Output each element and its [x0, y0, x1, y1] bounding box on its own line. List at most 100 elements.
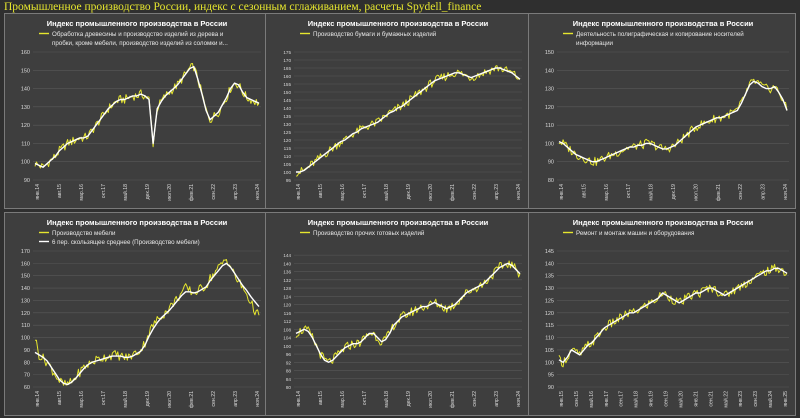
y-tick-label: 120	[21, 311, 30, 317]
x-tick-label: фев.21	[189, 184, 195, 201]
y-tick-label: 124	[283, 294, 291, 299]
x-tick-label: май.18	[122, 391, 129, 408]
x-tick-label: окт.17	[626, 184, 632, 198]
y-tick-label: 160	[283, 74, 291, 79]
x-tick-label: фев.21	[450, 184, 456, 201]
x-tick-label: янв.14	[559, 184, 565, 200]
y-tick-label: 120	[283, 303, 291, 308]
y-tick-label: 145	[545, 249, 554, 255]
series-line-smoothed	[558, 80, 788, 163]
x-tick-label: апр.23	[494, 184, 500, 200]
legend-label: Производство прочих готовых изделий	[313, 230, 425, 237]
legend-label: Обработка древесины и производство издел…	[52, 31, 224, 38]
x-tick-label: фев.21	[450, 391, 456, 408]
series-line-raw	[34, 63, 260, 169]
y-tick-label: 115	[545, 323, 554, 329]
y-tick-label: 110	[284, 154, 292, 159]
x-tick-label: янв.17	[604, 391, 610, 407]
x-tick-label: окт.17	[362, 184, 368, 198]
y-tick-label: 92	[286, 360, 292, 365]
series-line-raw	[295, 65, 521, 177]
legend-label: Деятельность полиграфическая и копирован…	[576, 31, 744, 38]
series-line-smoothed	[34, 262, 260, 386]
y-tick-label: 100	[283, 170, 291, 175]
y-tick-label: 110	[545, 123, 554, 129]
y-tick-label: 105	[545, 348, 554, 354]
y-tick-label: 95	[548, 373, 554, 379]
y-tick-label: 130	[21, 298, 30, 304]
series-line-raw	[558, 263, 788, 368]
series-line-raw	[34, 259, 260, 386]
legend-label: Производство мебели	[52, 230, 116, 237]
x-tick-label: май.16	[588, 391, 595, 408]
y-tick-label: 120	[283, 138, 291, 143]
y-tick-label: 112	[284, 319, 292, 324]
x-tick-label: июл.20	[693, 184, 699, 201]
y-tick-label: 136	[283, 270, 291, 275]
y-tick-label: 90	[548, 160, 554, 166]
y-tick-label: 130	[21, 105, 30, 111]
y-tick-label: 128	[283, 286, 291, 291]
x-tick-label: май.18	[122, 184, 129, 201]
y-tick-label: 88	[286, 369, 292, 374]
x-tick-label: фев.21	[189, 391, 195, 408]
y-tick-label: 100	[21, 160, 30, 166]
chart-svg-paper: Индекс промышленного производства в Росс…	[283, 19, 522, 201]
x-tick-label: сен.23	[753, 391, 759, 407]
y-tick-label: 110	[21, 323, 30, 329]
chart-svg-repair: Индекс промышленного производства в Росс…	[545, 218, 789, 408]
y-tick-label: 170	[21, 249, 30, 255]
y-tick-label: 115	[284, 146, 292, 151]
y-tick-label: 104	[283, 336, 291, 341]
y-tick-label: 60	[24, 385, 30, 391]
series-line-raw	[558, 78, 788, 166]
y-tick-label: 140	[283, 106, 291, 111]
y-tick-label: 140	[21, 286, 30, 292]
y-tick-label: 135	[545, 274, 554, 280]
y-tick-label: 150	[21, 274, 30, 280]
y-tick-label: 144	[283, 253, 291, 258]
x-tick-label: авг.15	[57, 184, 63, 198]
x-tick-label: сен.22	[738, 184, 744, 200]
x-tick-label: ноя.24	[255, 184, 261, 200]
x-tick-label: мар.16	[340, 391, 346, 408]
page-title: Промышленное производство России, индекс…	[4, 1, 482, 13]
y-tick-label: 120	[21, 123, 30, 129]
chart-panel-printing: Индекс промышленного производства в Росс…	[528, 13, 796, 209]
x-tick-label: окт.17	[362, 391, 368, 405]
y-tick-label: 105	[283, 162, 291, 167]
x-tick-label: сен.15	[574, 391, 580, 407]
y-tick-label: 110	[545, 336, 554, 342]
x-tick-label: сен.22	[472, 391, 478, 407]
y-tick-label: 100	[545, 141, 554, 147]
chart-svg-furniture: Индекс промышленного производства в Росс…	[21, 218, 261, 408]
series-line-smoothed	[558, 267, 788, 364]
x-tick-label: май.22	[722, 391, 729, 408]
x-tick-label: дек.19	[145, 391, 151, 407]
x-tick-label: авг.15	[318, 184, 324, 198]
x-tick-label: авг.15	[318, 391, 324, 405]
chart-svg-wood: Индекс промышленного производства в Росс…	[21, 19, 261, 201]
y-tick-label: 80	[286, 385, 292, 390]
legend-label: Производство бумаги и бумажных изделий	[313, 31, 437, 38]
x-tick-label: мар.16	[79, 184, 85, 201]
y-tick-label: 100	[21, 336, 30, 342]
y-tick-label: 150	[545, 50, 554, 56]
x-tick-label: мар.16	[79, 391, 85, 408]
y-tick-label: 80	[548, 178, 554, 184]
x-tick-label: окт.17	[101, 184, 107, 198]
chart-title: Индекс промышленного производства в Росс…	[308, 218, 489, 227]
y-tick-label: 170	[283, 58, 291, 63]
y-tick-label: 140	[545, 261, 554, 267]
x-tick-label: окт.17	[101, 391, 107, 405]
x-tick-label: сен.22	[211, 184, 217, 200]
x-tick-label: мар.16	[604, 184, 610, 201]
x-tick-label: сен.22	[211, 391, 217, 407]
x-tick-label: июл.20	[428, 391, 434, 408]
chart-title: Индекс промышленного производства в Росс…	[573, 19, 754, 28]
x-tick-label: авг.15	[57, 391, 63, 405]
y-tick-label: 150	[283, 90, 291, 95]
chart-panel-furniture: Индекс промышленного производства в Росс…	[4, 212, 268, 416]
y-tick-label: 125	[545, 298, 554, 304]
x-tick-label: янв.25	[783, 391, 789, 407]
